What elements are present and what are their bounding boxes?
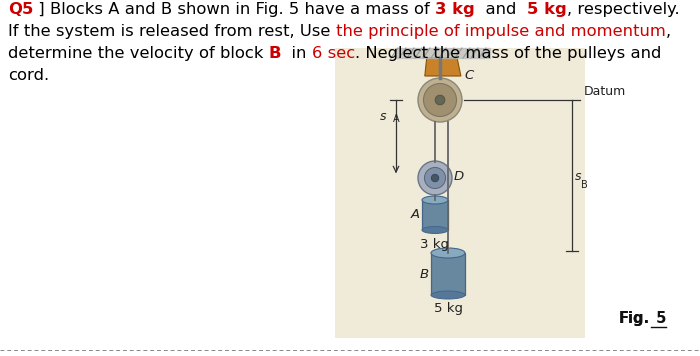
Text: A: A [411,209,420,221]
Circle shape [435,95,444,105]
Text: If the system is released from rest, Use: If the system is released from rest, Use [8,24,335,39]
Circle shape [424,167,445,189]
Text: s: s [379,110,386,123]
Text: 6 sec: 6 sec [312,46,355,61]
FancyBboxPatch shape [422,200,448,230]
Text: C: C [464,69,473,82]
Ellipse shape [431,291,465,299]
Text: Fig.: Fig. [619,311,650,326]
Text: A: A [393,114,400,124]
Circle shape [418,161,452,195]
Text: , respectively.: , respectively. [567,2,680,17]
Circle shape [424,84,456,116]
Text: B: B [269,46,281,61]
Text: Blocks A and B shown in Fig. 5 have a mass of: Blocks A and B shown in Fig. 5 have a ma… [50,2,435,17]
Text: determine the velocity of block: determine the velocity of block [8,46,269,61]
Text: 3 kg: 3 kg [421,238,449,251]
FancyBboxPatch shape [335,48,585,338]
Text: 5 kg: 5 kg [527,2,567,17]
Text: B: B [581,180,588,190]
Ellipse shape [431,248,465,258]
Text: Q5: Q5 [8,2,34,17]
Text: D: D [454,169,464,183]
Text: Fig.: Fig. [619,311,650,326]
Text: . Neglect the mass of the pulleys and: . Neglect the mass of the pulleys and [355,46,662,61]
FancyBboxPatch shape [431,253,465,295]
Text: Datum: Datum [584,85,626,98]
Text: cord.: cord. [8,68,49,83]
Circle shape [431,174,439,182]
Text: ,: , [666,24,671,39]
Text: and: and [475,2,527,17]
Text: 5: 5 [651,311,666,326]
Text: 3 kg: 3 kg [435,2,475,17]
Circle shape [418,78,462,122]
Ellipse shape [422,226,448,234]
Text: in: in [281,46,312,61]
Text: the principle of impulse and momentum: the principle of impulse and momentum [335,24,666,39]
Text: ]: ] [34,2,50,17]
Polygon shape [425,58,461,76]
Text: B: B [420,267,429,281]
Text: 5 kg: 5 kg [433,302,463,315]
Ellipse shape [422,196,448,204]
Text: s: s [575,170,582,183]
